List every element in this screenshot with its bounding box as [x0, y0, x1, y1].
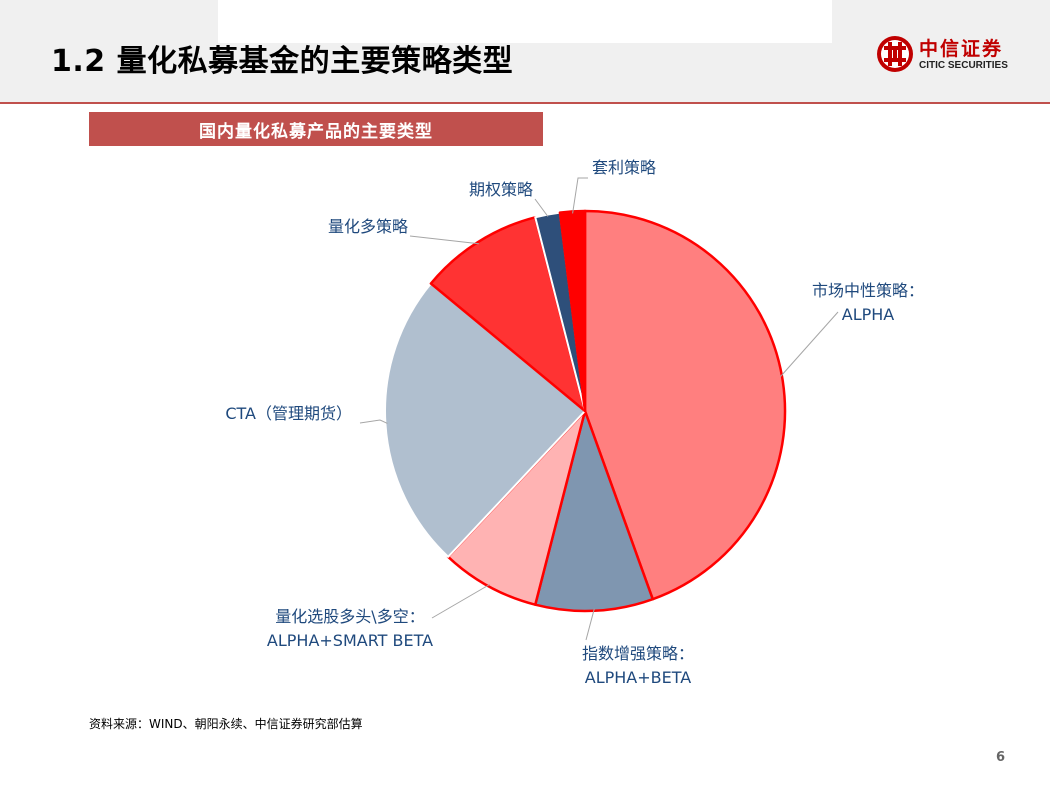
slice-label-2: 指数增强策略： ALPHA+BETA	[582, 644, 694, 687]
leader-line-5	[409, 235, 479, 245]
source-note: 资料来源：WIND、朝阳永续、中信证券研究部估算	[89, 717, 363, 731]
pie-slice-3	[446, 409, 587, 606]
leader-line-7	[572, 177, 588, 214]
leader-line-4	[359, 419, 388, 424]
slice-label-3: 量化选股多头\多空： ALPHA+SMART BETA	[267, 607, 433, 650]
pie-slice-2	[534, 409, 654, 613]
header-divider	[0, 102, 1050, 104]
pie-slice-5	[429, 216, 587, 413]
page-title: 1.2 量化私募基金的主要策略类型	[51, 44, 514, 79]
slice-label-1: 市场中性策略： ALPHA	[812, 281, 924, 324]
leader-line-1	[779, 311, 839, 378]
leader-line-3	[431, 584, 490, 619]
pie-slice-1	[583, 209, 787, 601]
leader-line-6	[534, 198, 549, 217]
slice-label-4: CTA（管理期货）	[225, 404, 352, 423]
citic-emblem-icon	[877, 36, 913, 72]
citic-logo: 中信证券 CITIC SECURITIES	[875, 34, 1025, 76]
chart-title-banner: 国内量化私募产品的主要类型	[89, 112, 543, 146]
slice-label-6: 期权策略	[469, 180, 533, 199]
pie-slice-4	[384, 282, 586, 558]
logo-text-en: CITIC SECURITIES	[919, 60, 1008, 71]
page-number: 6	[996, 750, 1006, 765]
slice-label-7: 套利策略	[592, 158, 656, 177]
chart-title: 国内量化私募产品的主要类型	[199, 121, 433, 142]
slice-label-5: 量化多策略	[328, 217, 408, 236]
logo-text-cn: 中信证券	[919, 38, 1004, 60]
leader-line-2	[585, 608, 595, 641]
header-notch	[218, 0, 832, 43]
